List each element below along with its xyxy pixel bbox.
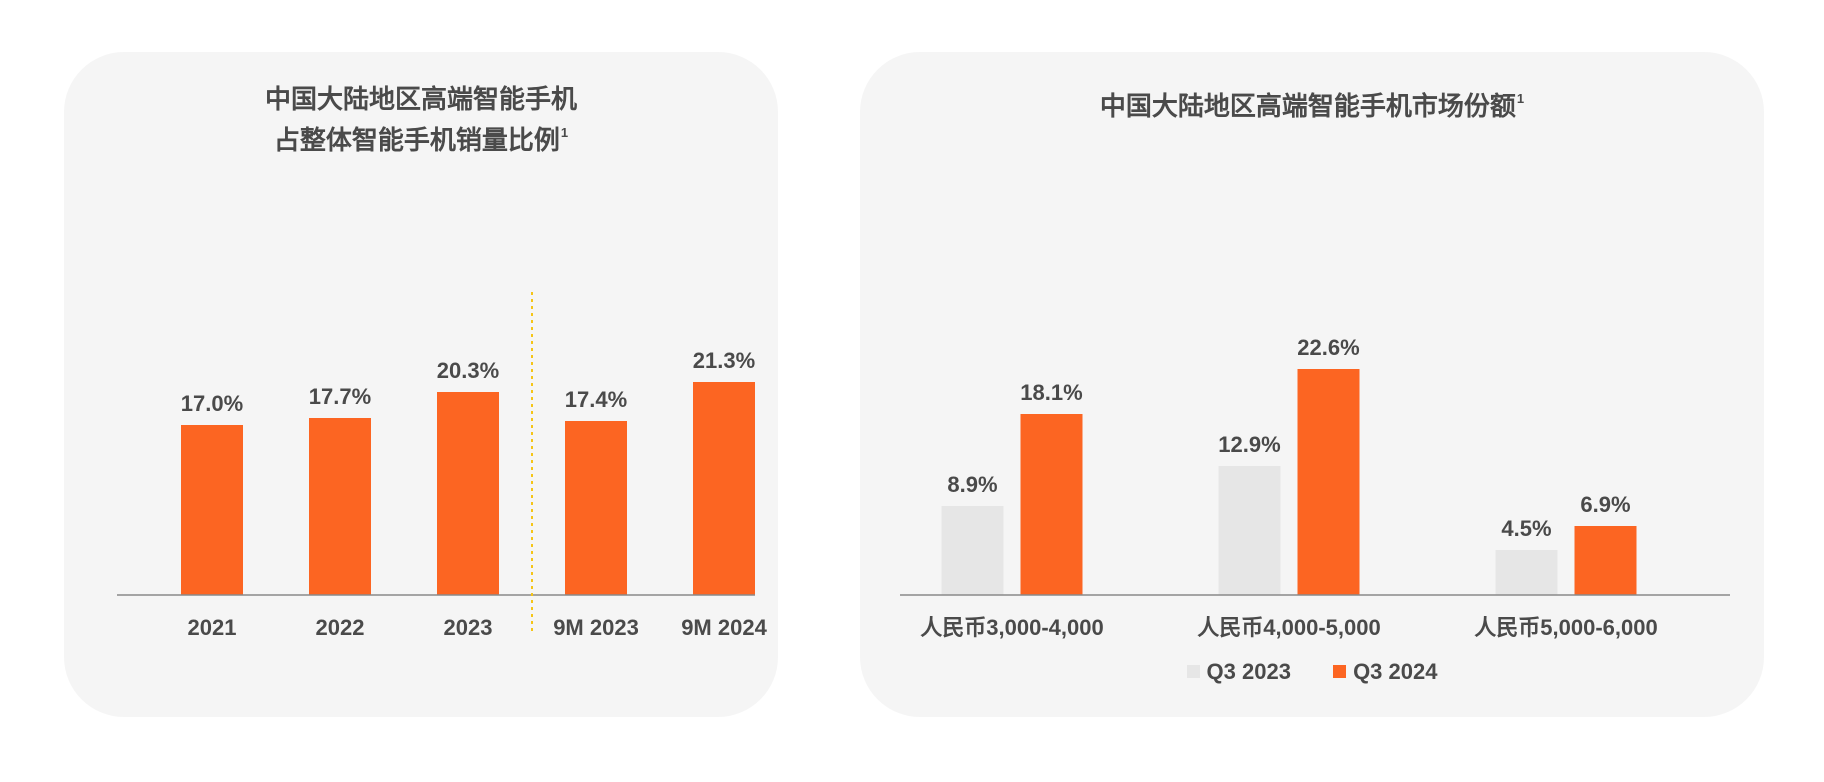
value-label-2021: 17.0% (181, 391, 243, 416)
tick-label-group-3: 人民币5,000-6,000 (1474, 615, 1657, 640)
left-chart-title: 中国大陆地区高端智能手机 占整体智能手机销量比例1 (64, 82, 778, 157)
bar-9m-2023 (565, 421, 627, 595)
value-label-9m-2023: 17.4% (565, 387, 627, 412)
right-chart-legend: Q3 2023 Q3 2024 (860, 659, 1764, 685)
right-bar-chart: 8.9% 18.1% 人民币3,000-4,000 12.9% 22.6% 人民币4,00… (900, 335, 1730, 640)
bar-q3-2023-group-2 (1218, 466, 1281, 595)
legend-item-q3-2023: Q3 2023 (1186, 659, 1291, 685)
bar-9m-2024 (693, 382, 755, 595)
left-bar-chart: 17.0% 2021 17.7% 2022 20.3% 2023 17.4% 9M 2023 2… (117, 292, 768, 640)
tick-label-2021: 2021 (188, 615, 237, 640)
tick-label-2022: 2022 (316, 615, 365, 640)
legend-swatch-q3-2023 (1186, 665, 1200, 678)
legend-label-q3-2024: Q3 2024 (1353, 659, 1438, 684)
bar-2022 (309, 418, 371, 595)
bar-q3-2024-group-1 (1020, 414, 1083, 595)
bar-q3-2023-group-1 (941, 506, 1004, 595)
value-label-2023: 20.3% (437, 358, 499, 383)
value-label-q3-2024-group-3: 6.9% (1580, 492, 1630, 517)
bar-2023 (437, 392, 499, 595)
value-label-q3-2023-group-2: 12.9% (1218, 432, 1280, 457)
bar-q3-2023-group-3 (1495, 550, 1558, 595)
left-chart-card: 中国大陆地区高端智能手机 占整体智能手机销量比例1 17.0% 2021 17.7%… (64, 52, 778, 717)
value-label-q3-2024-group-2: 22.6% (1297, 335, 1359, 360)
value-label-q3-2023-group-3: 4.5% (1501, 516, 1551, 541)
value-label-q3-2023-group-1: 8.9% (947, 472, 997, 497)
left-title-footnote: 1 (560, 125, 569, 140)
legend-item-q3-2024: Q3 2024 (1333, 659, 1437, 685)
bar-q3-2024-group-2 (1297, 369, 1360, 595)
tick-label-group-1: 人民币3,000-4,000 (920, 615, 1103, 640)
value-label-2022: 17.7% (309, 384, 371, 409)
right-title-footnote: 1 (1516, 91, 1525, 106)
bar-q3-2024-group-3 (1574, 526, 1637, 595)
right-chart-title: 中国大陆地区高端智能手机市场份额1 (860, 82, 1764, 123)
tick-label-9m-2023: 9M 2023 (553, 615, 639, 640)
tick-label-9m-2024: 9M 2024 (681, 615, 767, 640)
value-label-9m-2024: 21.3% (693, 348, 755, 373)
left-title-line-2: 占整体智能手机销量比例 (273, 125, 560, 155)
tick-label-2023: 2023 (444, 615, 493, 640)
value-label-q3-2024-group-1: 18.1% (1020, 380, 1082, 405)
legend-swatch-q3-2024 (1333, 665, 1347, 678)
legend-label-q3-2023: Q3 2023 (1206, 659, 1291, 684)
right-chart-card: 中国大陆地区高端智能手机市场份额1 8.9% 18.1% 人民币3,000-4,00… (860, 52, 1764, 717)
tick-label-group-2: 人民币4,000-5,000 (1197, 615, 1380, 640)
bar-2021 (181, 425, 243, 595)
right-title-text: 中国大陆地区高端智能手机市场份额 (1099, 91, 1516, 121)
left-title-line-1: 中国大陆地区高端智能手机 (264, 84, 577, 114)
